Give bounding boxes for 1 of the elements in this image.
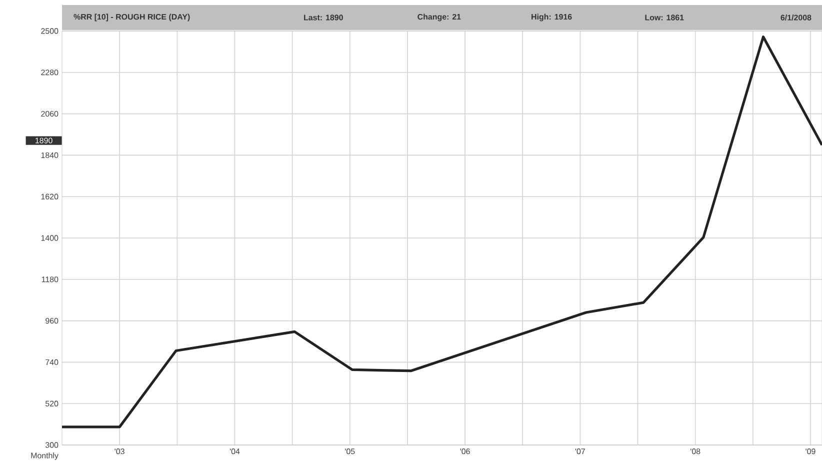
line-series xyxy=(60,36,822,428)
